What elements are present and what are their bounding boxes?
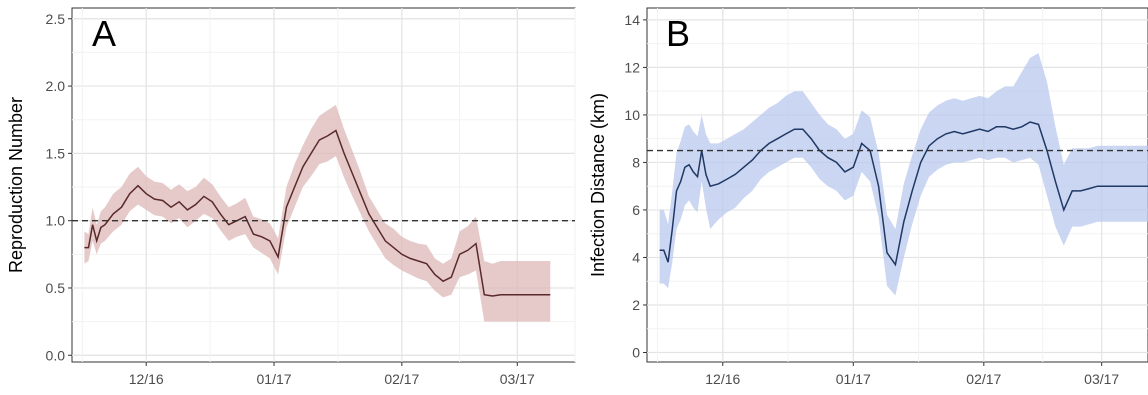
x-tick-label-a: 12/16	[129, 371, 164, 387]
confidence-band-b	[659, 53, 1148, 296]
ticks-b: 0 2 4 6 8 10 12 14 12/16 01/17 02/17 03/17	[624, 12, 1119, 387]
y-tick-label-b: 2	[632, 297, 640, 313]
panel-label-a: A	[92, 13, 116, 54]
y-tick-label-a: 2.0	[46, 78, 66, 94]
y-axis-label-a: Reproduction Number	[6, 97, 26, 273]
series-line-b	[659, 121, 1148, 267]
y-tick-label-b: 14	[624, 12, 640, 28]
y-tick-label-a: 0.5	[46, 280, 66, 296]
y-tick-label-b: 6	[632, 202, 640, 218]
confidence-band-a	[84, 104, 551, 322]
y-tick-label-b: 12	[624, 59, 640, 75]
series-line-a	[84, 129, 551, 297]
panel-a: 0.0 0.5 1.0 1.5 2.0 2.5 12/16 01/17 02/17 03/17 A…	[6, 7, 576, 387]
y-tick-label-b: 4	[632, 249, 640, 265]
panel-b: 0 2 4 6 8 10 12 14 12/16 01/17 02/17 03/17 B Infect…	[588, 7, 1148, 387]
x-tick-label-b: 02/17	[966, 371, 1001, 387]
panel-label-b: B	[666, 13, 690, 54]
y-tick-label-a: 0.0	[46, 347, 66, 363]
x-tick-label-b: 01/17	[836, 371, 871, 387]
y-tick-label-a: 1.0	[46, 213, 66, 229]
x-tick-label-b: 03/17	[1084, 371, 1119, 387]
ticks-a: 0.0 0.5 1.0 1.5 2.0 2.5 12/16 01/17 02/17 03/17	[46, 11, 535, 387]
y-tick-label-b: 10	[624, 107, 640, 123]
x-tick-label-a: 01/17	[257, 371, 292, 387]
y-tick-label-b: 0	[632, 344, 640, 360]
y-axis-label-b: Infection Distance (km)	[588, 93, 608, 277]
x-tick-label-a: 03/17	[500, 371, 535, 387]
x-tick-label-b: 12/16	[705, 371, 740, 387]
y-tick-label-b: 8	[632, 154, 640, 170]
y-tick-label-a: 2.5	[46, 11, 66, 27]
y-tick-label-a: 1.5	[46, 145, 66, 161]
x-tick-label-a: 02/17	[384, 371, 419, 387]
